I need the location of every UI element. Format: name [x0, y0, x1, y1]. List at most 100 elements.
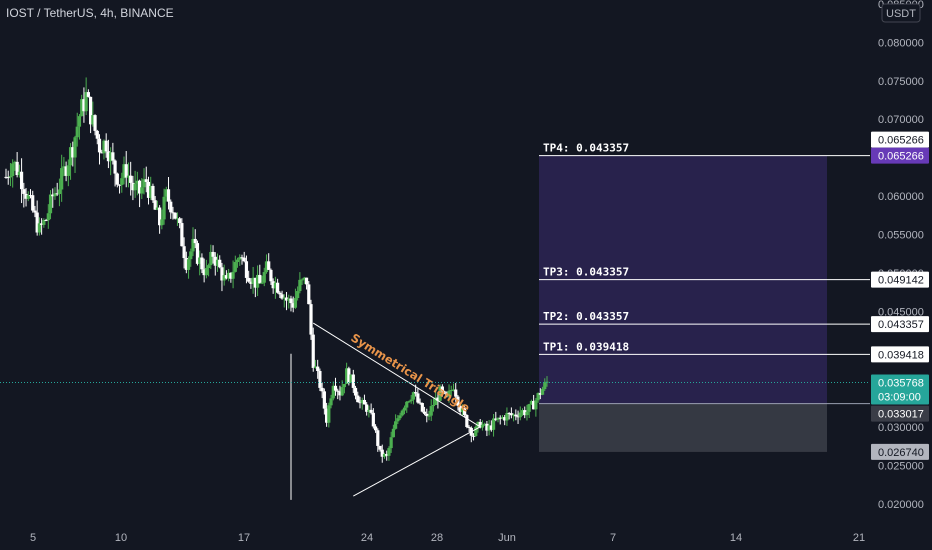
candle-body [164, 189, 168, 197]
candle-body [516, 416, 520, 418]
stop-tag: 0.026740 [871, 443, 929, 460]
candle-body [253, 277, 257, 288]
candle-body [543, 382, 547, 390]
candle-body [311, 334, 315, 368]
tp4-white-tag-text: 0.065266 [878, 135, 924, 147]
candle-body [394, 421, 398, 429]
candle-body [367, 409, 371, 412]
candle-body [44, 220, 48, 222]
candle-body [365, 404, 369, 412]
candle-body [333, 385, 338, 391]
candle-body [89, 96, 93, 125]
candle-body [162, 196, 166, 220]
tp3-label: TP3: 0.043357 [543, 266, 629, 279]
candle-body [195, 243, 200, 264]
candle-body [287, 298, 291, 301]
candle-body [387, 448, 391, 456]
candle-body [431, 404, 436, 407]
candle-body [304, 277, 309, 285]
stop-zone[interactable] [539, 403, 827, 452]
candle-body [255, 274, 260, 288]
candle-body [474, 426, 478, 436]
candle-body [35, 212, 39, 233]
y-tick-label: 0.070000 [878, 114, 924, 126]
candle-body [331, 385, 335, 399]
x-tick-label: 21 [853, 532, 865, 544]
candle-body [440, 386, 444, 392]
candle-body [500, 417, 505, 419]
candle-body [465, 415, 469, 427]
candle-body [249, 281, 253, 284]
tp3-tag: 0.049142 [871, 271, 929, 288]
candle-body [476, 421, 480, 427]
candle-body [60, 168, 64, 190]
candle-body [418, 402, 422, 404]
stop-tag-text: 0.026740 [878, 447, 924, 459]
candle-body [458, 405, 462, 412]
candle-body [109, 152, 113, 162]
candle-body [289, 298, 293, 304]
candle-body [191, 238, 195, 252]
candle-body [503, 417, 507, 421]
candle-body [100, 152, 104, 154]
candle-body [86, 92, 90, 97]
candle-body [324, 408, 329, 423]
candle-body [48, 194, 53, 214]
candle-body [463, 408, 467, 416]
candle-body [120, 178, 124, 185]
time-axis[interactable]: 5 10 17 24 28 Jun 7 14 21 [30, 532, 865, 544]
candle-body [360, 399, 364, 404]
candle-body [449, 390, 453, 392]
candle-body [186, 259, 191, 270]
candle-body [151, 185, 155, 201]
candle-body [264, 261, 269, 273]
candle-body [445, 392, 449, 397]
candle-body [111, 152, 115, 161]
tp1-label: TP1: 0.039418 [543, 340, 629, 353]
symmetrical-triangle-drawing[interactable] [312, 322, 482, 497]
candle-body [233, 262, 237, 272]
candle-body [322, 391, 326, 409]
tp2-label: TP2: 0.043357 [543, 310, 629, 323]
tp2-tag-text: 0.043357 [878, 319, 924, 331]
candle-body [271, 281, 275, 289]
candle-body [498, 417, 502, 419]
candle-body [438, 386, 442, 401]
candle-body [77, 116, 82, 127]
candle-body [224, 275, 229, 279]
candle-body [382, 453, 387, 457]
candle-body [73, 137, 77, 158]
candle-body [66, 165, 70, 176]
candle-body [338, 391, 342, 396]
candle-body [220, 267, 224, 281]
candle-body [276, 282, 280, 293]
candle-body [316, 366, 320, 371]
candle-body [396, 418, 400, 422]
candle-body [140, 187, 144, 194]
candle-body [42, 220, 46, 225]
candle-body [282, 297, 286, 299]
candle-body [231, 271, 235, 279]
candle-body [175, 218, 180, 220]
currency-badge[interactable] [881, 3, 921, 23]
candle-body [427, 415, 431, 417]
candle-body [262, 272, 266, 283]
candle-body [227, 272, 231, 279]
candle-body [91, 115, 95, 125]
candle-body [267, 261, 271, 270]
candle-body [454, 389, 458, 397]
x-tick-label: 14 [730, 532, 742, 544]
candle-body [494, 418, 498, 420]
candle-body [146, 181, 151, 198]
candle-body [340, 387, 344, 396]
candle-body [244, 261, 249, 278]
candle-body [278, 292, 282, 295]
entry-tag-text: 0.033017 [878, 409, 924, 421]
y-tick-label: 0.025000 [878, 460, 924, 472]
candle-body [51, 194, 55, 197]
candle-body [64, 166, 68, 176]
candle-body [467, 426, 471, 428]
candle-body [318, 370, 322, 388]
